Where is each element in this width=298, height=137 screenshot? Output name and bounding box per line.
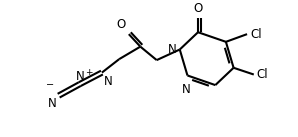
Text: Cl: Cl xyxy=(257,68,268,81)
Text: N: N xyxy=(75,70,84,83)
Text: O: O xyxy=(117,18,126,31)
Text: N: N xyxy=(182,83,191,96)
Text: −: − xyxy=(46,80,54,90)
Text: N: N xyxy=(168,43,177,56)
Text: Cl: Cl xyxy=(250,28,262,41)
Text: +: + xyxy=(86,68,93,77)
Text: N: N xyxy=(104,75,113,88)
Text: O: O xyxy=(193,2,203,15)
Text: N: N xyxy=(48,97,57,110)
